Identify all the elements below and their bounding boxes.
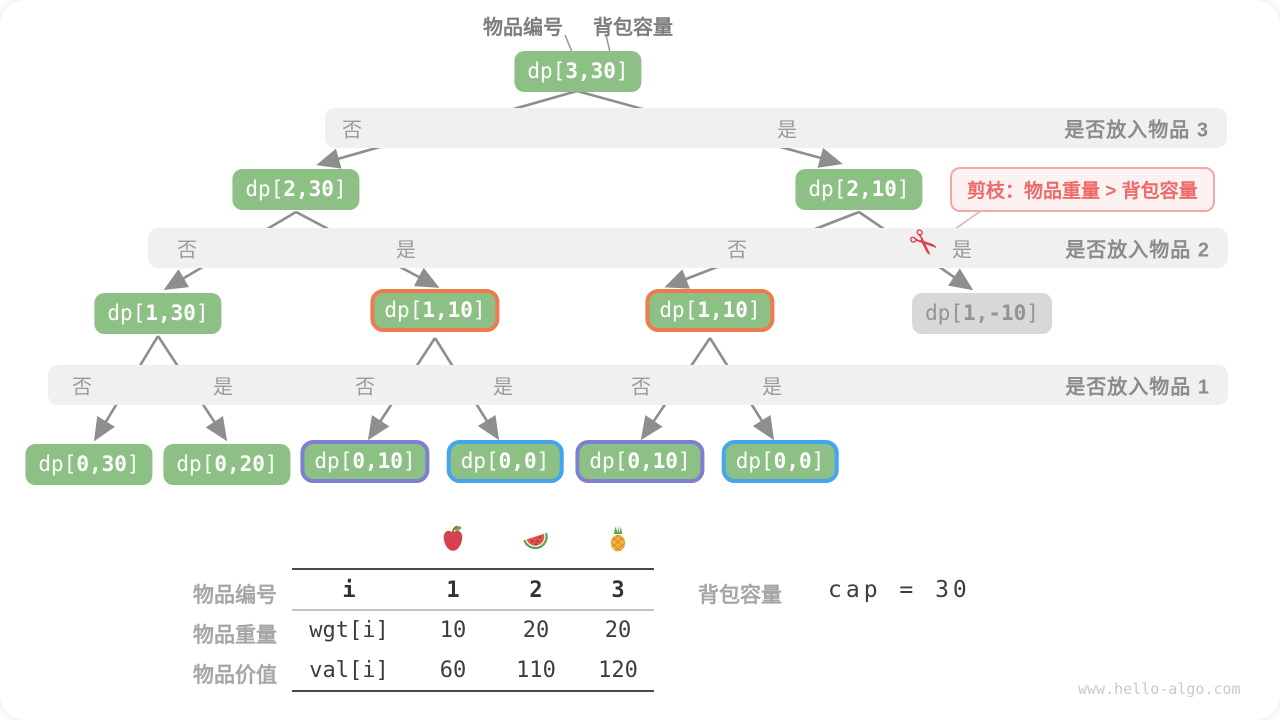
band-option-yes: 是	[493, 376, 513, 399]
node-dp-2-30: dp[2,30]	[232, 169, 360, 211]
table-cell: 3	[611, 578, 625, 603]
band-option-no: 否	[355, 376, 375, 399]
node-dp-0-20: dp[0,20]	[163, 444, 291, 486]
knapsack-capacity-value: cap = 30	[828, 577, 971, 603]
band-question: 是否放入物品 1	[1065, 376, 1210, 399]
band-option-no: 否	[727, 239, 747, 262]
table-rule-top	[292, 568, 654, 570]
node-dp-1-neg10: dp[1,-10]	[912, 293, 1052, 335]
table-row-label: 物品编号	[193, 584, 277, 607]
watermark: www.hello-algo.com	[1078, 680, 1241, 698]
pointer-line-item	[564, 34, 573, 53]
table-cell: 10	[439, 618, 467, 643]
node-dp-0-10-left: dp[0,10]	[300, 440, 430, 484]
node-dp-1-10-left: dp[1,10]	[370, 289, 500, 333]
band-question: 是否放入物品 3	[1064, 119, 1209, 142]
band-option-no: 否	[342, 119, 362, 142]
node-dp-3-30: dp[3,30]	[514, 51, 642, 93]
table-cell: 20	[522, 618, 550, 643]
knapsack-capacity-label: 背包容量	[698, 584, 782, 607]
table-cell: i	[342, 578, 356, 603]
table-rule-mid	[292, 609, 654, 611]
node-dp-1-10-right: dp[1,10]	[645, 289, 775, 333]
table-rule-bottom	[292, 690, 654, 692]
table-cell: wgt[i]	[309, 618, 389, 643]
node-dp-2-10: dp[2,10]	[795, 169, 923, 211]
node-dp-0-10-right: dp[0,10]	[575, 440, 705, 484]
band-option-yes: 是	[762, 376, 782, 399]
band-option-yes: 是	[213, 376, 233, 399]
node-dp-1-30: dp[1,30]	[94, 293, 222, 335]
band-question: 是否放入物品 2	[1065, 239, 1210, 262]
apple-icon	[443, 525, 463, 551]
decision-band-item3: 否 是 是否放入物品 3	[325, 108, 1227, 148]
band-option-yes: 是	[396, 239, 416, 262]
node-dp-0-0-right: dp[0,0]	[721, 440, 839, 484]
band-option-no: 否	[72, 376, 92, 399]
table-cell: val[i]	[309, 658, 389, 683]
pineapple-icon	[610, 524, 626, 552]
table-cell: 60	[439, 658, 467, 683]
table-row-label: 物品价值	[193, 664, 277, 687]
table-row-label: 物品重量	[193, 624, 277, 647]
node-dp-0-0-left: dp[0,0]	[446, 440, 564, 484]
node-dp-0-30: dp[0,30]	[25, 444, 153, 486]
capacity-pointer-label: 背包容量	[593, 17, 673, 39]
band-option-yes: 是	[952, 239, 972, 262]
item-number-label: 物品编号	[483, 17, 563, 39]
band-option-no: 否	[177, 239, 197, 262]
decision-band-item1: 否 是 否 是 否 是 是否放入物品 1	[48, 365, 1228, 405]
table-cell: 1	[446, 578, 460, 603]
table-cell: 110	[516, 658, 556, 683]
table-cell: 2	[529, 578, 543, 603]
table-cell: 120	[598, 658, 638, 683]
prune-callout: 剪枝：物品重量 > 背包容量	[950, 167, 1215, 212]
watermelon-icon	[523, 532, 548, 550]
decision-band-item2: 否 是 否 是 是否放入物品 2	[148, 228, 1228, 268]
table-cell: 20	[604, 618, 632, 643]
band-option-yes: 是	[777, 119, 797, 142]
band-option-no: 否	[631, 376, 651, 399]
